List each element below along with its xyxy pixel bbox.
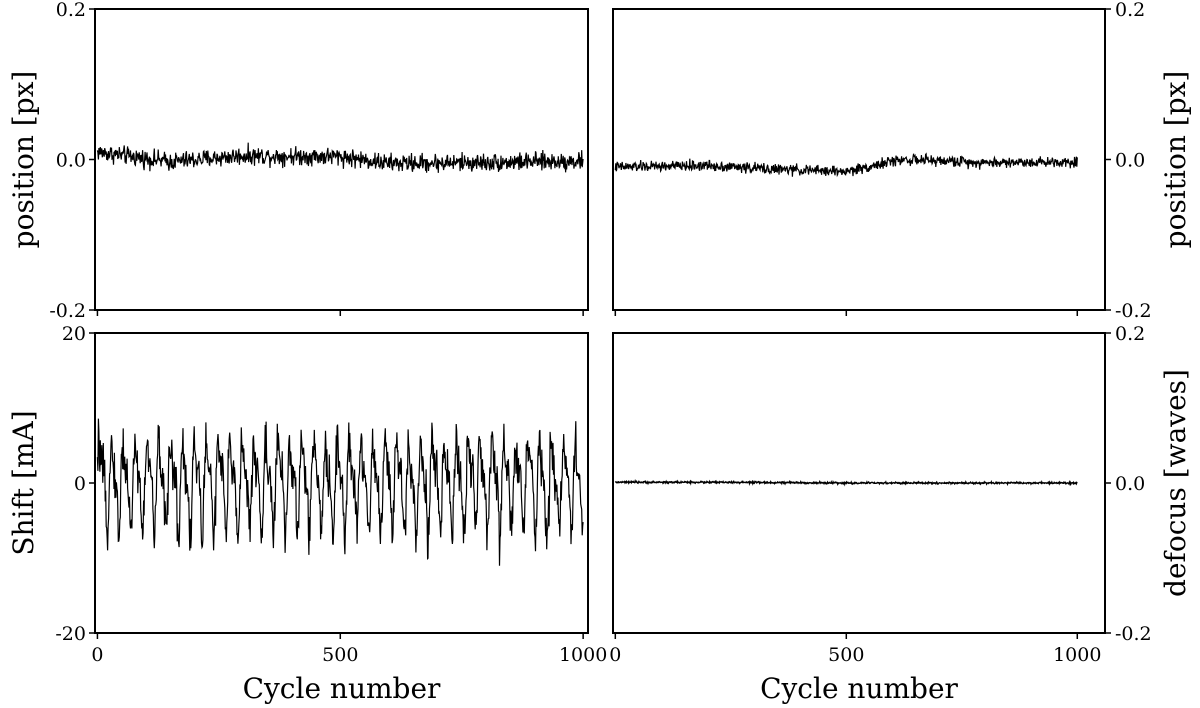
tick-group: -0.2 0.0 0.2 — [49, 0, 584, 322]
x-tick-label: 1000 — [559, 644, 607, 666]
tick-group: -0.2 0.0 0.2 — [614, 0, 1152, 322]
y-axis-label: position [px] — [7, 71, 40, 249]
y-axis-label: Shift [mA] — [7, 410, 40, 555]
x-tick-label: 0 — [609, 644, 621, 666]
y-tick-label: -0.2 — [1115, 300, 1152, 322]
panel-bottom-right: -0.2 0.0 0.2 0 500 1000 defocus [waves] Cycle… — [609, 323, 1192, 705]
y-tick-label: -20 — [55, 623, 86, 645]
position-series-right — [614, 152, 1078, 178]
y-tick-label: 0 — [74, 473, 86, 495]
y-axis-label: defocus [waves] — [1159, 369, 1192, 597]
y-tick-label: 0.0 — [56, 150, 86, 172]
position-series-left — [96, 142, 584, 173]
panel-top-right: -0.2 0.0 0.2 position [px] — [612, 0, 1192, 322]
y-tick-label: 0.2 — [56, 0, 86, 21]
y-tick-label: 0.0 — [1115, 150, 1145, 172]
y-tick-label: 20 — [62, 323, 86, 345]
x-tick-label: 500 — [322, 644, 358, 666]
x-axis-label: Cycle number — [760, 672, 958, 705]
defocus-series — [614, 479, 1078, 487]
shift-series — [96, 418, 584, 566]
y-tick-label: -0.2 — [49, 300, 86, 322]
tick-group: -0.2 0.0 0.2 0 500 1000 — [609, 323, 1151, 666]
y-tick-label: 0.2 — [1115, 323, 1145, 345]
x-tick-label: 0 — [91, 644, 103, 666]
x-tick-label: 500 — [828, 644, 864, 666]
y-tick-label: 0.2 — [1115, 0, 1145, 21]
x-tick-label: 1000 — [1053, 644, 1101, 666]
panel-top-left: -0.2 0.0 0.2 position [px] — [7, 0, 589, 322]
x-axis-label: Cycle number — [243, 672, 441, 705]
y-tick-label: 0.0 — [1115, 473, 1145, 495]
y-tick-label: -0.2 — [1115, 623, 1152, 645]
y-axis-label: position [px] — [1159, 71, 1192, 249]
axes-frame — [612, 8, 1106, 311]
